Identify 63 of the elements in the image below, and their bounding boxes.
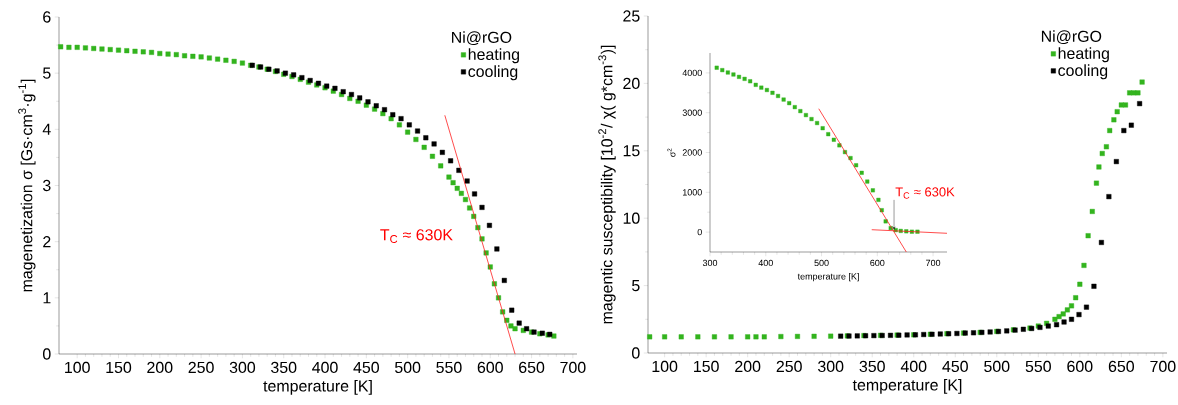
x-tick-label: 250 [188, 361, 214, 374]
x-tick-label: 700 [1150, 360, 1176, 373]
x-tick-label: 500 [814, 259, 829, 267]
x-tick-label: 400 [900, 360, 927, 373]
legend-title: Ni@rGO [452, 31, 512, 46]
x-tick-label: 400 [758, 259, 773, 267]
x-tick-label: 600 [870, 259, 885, 267]
x-tick-label: 500 [984, 360, 1010, 373]
y-tick-label: 5 [632, 280, 640, 292]
x-tick-label: 300 [702, 259, 718, 267]
y-axis-title: magenetization σ [Gs·cm$^{3}$·g$^{-1}$] [18, 79, 36, 292]
x-tick-label: 250 [776, 360, 802, 373]
y-tick-label: 20 [623, 77, 640, 90]
x-tick-label: 600 [1067, 360, 1093, 373]
x-tick-label: 200 [147, 361, 173, 374]
legend-title: Ni@rGO [1041, 30, 1102, 45]
y-tick-label: 0 [42, 348, 51, 360]
x-tick-label: 650 [1108, 360, 1135, 373]
x-tick-label: 700 [560, 361, 586, 374]
x-tick-label: 100 [65, 361, 90, 374]
y-tick-label: 25 [623, 10, 640, 22]
x-tick-label: 400 [312, 361, 338, 374]
legend-label: cooling [468, 65, 518, 81]
y-tick-label: 2000 [682, 149, 702, 156]
x-axis-title: temperature [K] [263, 379, 372, 395]
x-axis-title: temperature [K] [852, 378, 962, 394]
y-tick-label: 6 [43, 11, 51, 23]
y-tick-label: 1000 [682, 189, 702, 196]
y-tick-label: 4 [42, 123, 51, 135]
x-tick-label: 100 [652, 360, 678, 373]
x-tick-label: 300 [229, 361, 256, 374]
x-tick-label: 700 [926, 259, 941, 267]
y-tick-label: 3000 [682, 109, 702, 116]
x-tick-label: 350 [271, 361, 297, 374]
x-tick-label: 300 [818, 360, 844, 373]
x-tick-label: 650 [519, 361, 545, 374]
x-tick-label: 600 [477, 361, 503, 374]
legend-label: cooling [1058, 64, 1108, 80]
x-axis-title: temperature [K] [797, 272, 859, 282]
legend-label: heating [1058, 47, 1109, 63]
x-tick-label: 450 [942, 360, 968, 373]
annotation: T$_{C}$ ≈ 630K [380, 229, 453, 243]
y-tick-label: 1 [43, 292, 51, 304]
x-tick-label: 450 [353, 361, 379, 374]
annotation: T$_{C}$ ≈ 630K [895, 187, 955, 199]
x-tick-label: 200 [735, 360, 761, 373]
y-tick-label: 2 [43, 236, 51, 248]
x-tick-label: 350 [859, 360, 885, 373]
y-tick-label: 5 [43, 67, 51, 79]
y-tick-label: 0 [632, 347, 640, 359]
x-tick-label: 550 [1025, 360, 1051, 373]
x-tick-label: 150 [694, 360, 719, 373]
x-tick-label: 150 [106, 361, 132, 374]
y-tick-label: 4000 [682, 69, 702, 77]
y-tick-label: 15 [623, 145, 640, 157]
y-tick-label: 10 [623, 212, 640, 224]
y-tick-label: 0 [697, 228, 702, 236]
y-axis-title: σ$^{2}$ [667, 148, 676, 157]
x-tick-label: 500 [394, 361, 421, 374]
x-tick-label: 550 [436, 361, 462, 374]
legend-label: heating [468, 48, 519, 64]
y-tick-label: 3 [42, 179, 51, 192]
y-axis-title: magentic susceptibility [10$^{-2}$/ χ( g*cm$^{-3}$)] [598, 45, 616, 324]
